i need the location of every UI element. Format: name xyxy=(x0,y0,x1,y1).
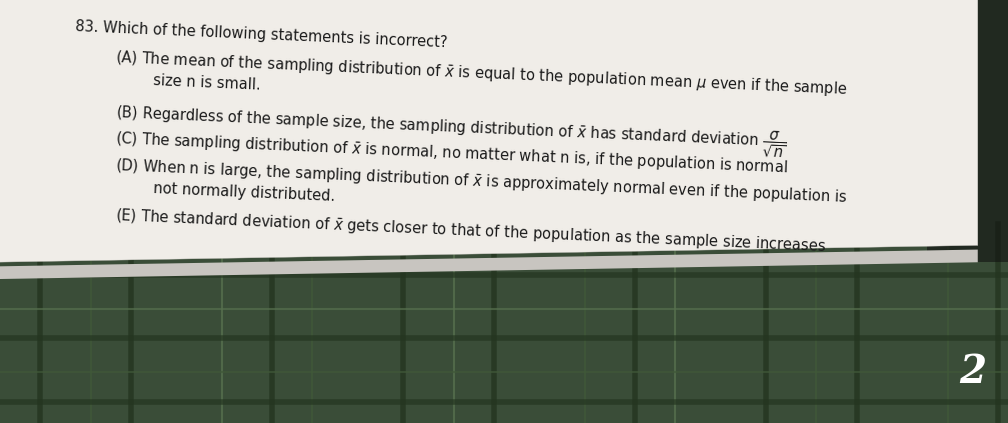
Text: (E) The standard deviation of $\bar{x}$ gets closer to that of the population as: (E) The standard deviation of $\bar{x}$ … xyxy=(115,207,827,257)
Text: 83. Which of the following statements is incorrect?: 83. Which of the following statements is… xyxy=(75,19,448,50)
Text: (C) The sampling distribution of $\bar{x}$ is normal, no matter what n is, if th: (C) The sampling distribution of $\bar{x… xyxy=(115,130,788,178)
Text: size n is small.: size n is small. xyxy=(152,73,261,93)
Text: (A) The mean of the sampling distribution of $\bar{x}$ is equal to the populatio: (A) The mean of the sampling distributio… xyxy=(115,49,848,100)
Text: (D) When n is large, the sampling distribution of $\bar{x}$ is approximately nor: (D) When n is large, the sampling distri… xyxy=(115,157,848,208)
Text: not normally distributed.: not normally distributed. xyxy=(152,181,335,204)
Text: (B) Regardless of the sample size, the sampling distribution of $\bar{x}$ has st: (B) Regardless of the sample size, the s… xyxy=(115,100,787,160)
Bar xyxy=(927,0,1008,262)
Text: 2: 2 xyxy=(960,353,986,391)
Polygon shape xyxy=(0,0,978,262)
Polygon shape xyxy=(0,250,978,279)
